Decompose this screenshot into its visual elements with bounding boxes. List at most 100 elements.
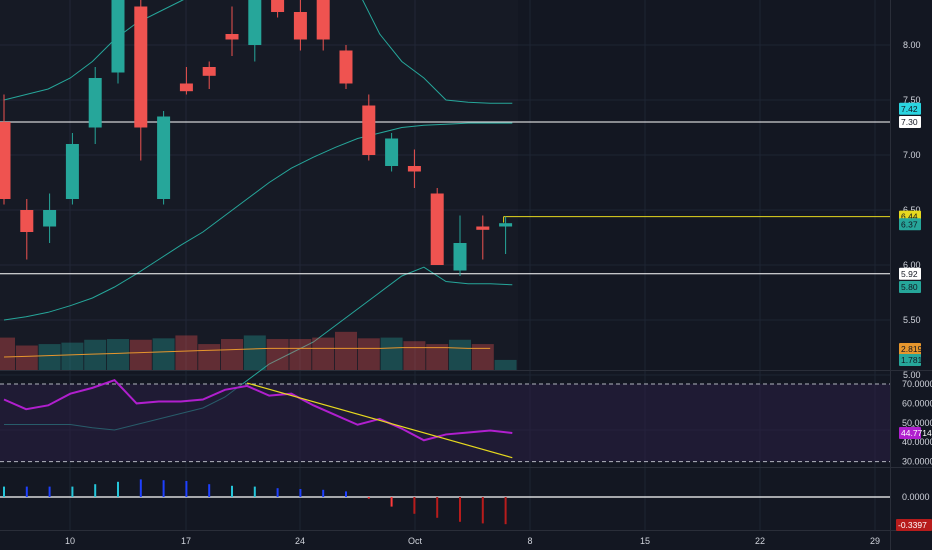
- rsi-line: [3, 378, 513, 442]
- histogram-bar-0: [3, 486, 5, 497]
- price-tag-0-box: [899, 102, 921, 115]
- histogram-bar-5: [117, 481, 119, 497]
- rsi-trendline: [246, 382, 513, 459]
- candle-body-15: [339, 50, 353, 84]
- volume-bar-10: [221, 339, 243, 370]
- candle-body-4: [88, 78, 102, 128]
- histogram-bar-16: [367, 497, 370, 499]
- rsi-tick-label-2: 50.0000: [902, 418, 932, 428]
- volume-bar-4: [84, 339, 107, 370]
- candle-body-11: [248, 0, 262, 45]
- volume-bar-17: [380, 337, 403, 370]
- volume-bar-0: [0, 337, 15, 370]
- histogram-bar-22: [504, 497, 507, 525]
- price-tick-label-4: 6.50: [903, 205, 921, 215]
- price-tick-label-6: 5.50: [903, 315, 921, 325]
- candle-body-1: [20, 210, 34, 232]
- histogram-panel[interactable]: [0, 479, 890, 525]
- axes: 101724Oct81522298.508.007.507.006.506.00…: [65, 40, 932, 546]
- histogram-bar-15: [345, 491, 347, 497]
- price-tag-1: 6.44: [901, 212, 918, 222]
- volume-bar-12: [266, 339, 289, 370]
- histogram-bar-8: [185, 481, 188, 497]
- volume-bar-7: [152, 338, 175, 370]
- volume-tag-1: 1.781M: [901, 355, 929, 365]
- candle-body-20: [453, 243, 467, 271]
- price-tag-2: 6.37: [901, 219, 918, 229]
- x-tick-label-3: Oct: [408, 536, 423, 546]
- candle-body-17: [385, 138, 399, 166]
- histogram-last-tag: -0.3397: [898, 520, 927, 530]
- volume-bar-2: [38, 344, 61, 370]
- price-tick-label-1: 8.00: [903, 40, 921, 50]
- price-tag-3: 5.80: [901, 282, 918, 292]
- rsi-tick-label-1: 60.0000: [902, 398, 932, 408]
- candle-body-21: [476, 226, 490, 230]
- volume-bar-18: [403, 341, 426, 370]
- rsi-last-tag: 44.7714: [901, 428, 932, 438]
- histogram-bar-12: [276, 488, 279, 497]
- bollinger-upper-line: [3, 0, 513, 104]
- histogram-bar-11: [253, 486, 256, 497]
- volume-panel[interactable]: [0, 331, 517, 370]
- volume-bar-8: [175, 335, 198, 370]
- price-tag-3-box: [899, 281, 921, 293]
- volume-bar-11: [243, 335, 266, 370]
- candle-body-14: [316, 0, 330, 40]
- price-tag-2-box: [899, 218, 921, 231]
- rsi-band-fill: [0, 384, 890, 462]
- level-tag-0-box: [899, 116, 921, 128]
- rsi-panel[interactable]: [0, 378, 890, 463]
- volume-bar-5: [107, 339, 129, 370]
- histogram-bar-14: [322, 489, 325, 497]
- rsi-last-tag-box: [899, 426, 921, 439]
- x-tick-label-6: 22: [755, 536, 765, 546]
- histogram-tick-label-0: 0.0000: [902, 492, 930, 502]
- candle-body-13: [293, 12, 307, 40]
- level-tag-0: 7.30: [901, 117, 918, 127]
- volume-bar-13: [289, 339, 312, 370]
- candle-body-9: [202, 67, 216, 76]
- x-tick-label-5: 15: [640, 536, 650, 546]
- histogram-bar-21: [481, 497, 484, 524]
- volume-tag-1-box: [899, 354, 921, 366]
- x-tick-label-0: 10: [65, 536, 75, 546]
- candle-body-6: [134, 6, 148, 128]
- volume-bar-3: [61, 342, 84, 370]
- candle-body-3: [65, 144, 79, 199]
- x-tick-label-2: 24: [295, 536, 305, 546]
- candle-body-19: [430, 193, 444, 265]
- volume-bar-16: [357, 338, 380, 370]
- price-panel[interactable]: [0, 0, 890, 431]
- rsi-tick-label-0: 70.0000: [902, 379, 932, 389]
- volume-bar-15: [335, 331, 357, 370]
- histogram-bar-19: [436, 497, 439, 518]
- volume-bar-1: [15, 345, 38, 370]
- volume-bar-6: [129, 339, 152, 370]
- price-tick-label-7: 5.00: [903, 370, 921, 380]
- histogram-bar-4: [94, 484, 97, 497]
- candle-body-2: [43, 210, 57, 227]
- candle-body-8: [179, 83, 193, 92]
- histogram-bar-3: [71, 486, 74, 497]
- histogram-bar-7: [162, 480, 165, 497]
- candle-body-5: [111, 0, 125, 73]
- volume-ma-line: [3, 347, 491, 358]
- x-tick-label-4: 8: [527, 536, 532, 546]
- histogram-bar-1: [25, 486, 28, 497]
- volume-tag-0-box: [899, 343, 921, 355]
- candle-body-0: [0, 122, 11, 199]
- histogram-bar-2: [48, 486, 51, 497]
- volume-tag-0: 2.819M: [901, 344, 929, 354]
- x-tick-label-7: 29: [870, 536, 880, 546]
- candle-body-22: [499, 223, 513, 227]
- candle-body-12: [271, 0, 285, 12]
- histogram-bar-13: [299, 489, 302, 497]
- volume-bar-14: [312, 337, 335, 370]
- candle-body-18: [407, 166, 421, 172]
- x-tick-label-1: 17: [181, 536, 191, 546]
- volume-bar-20: [449, 339, 471, 370]
